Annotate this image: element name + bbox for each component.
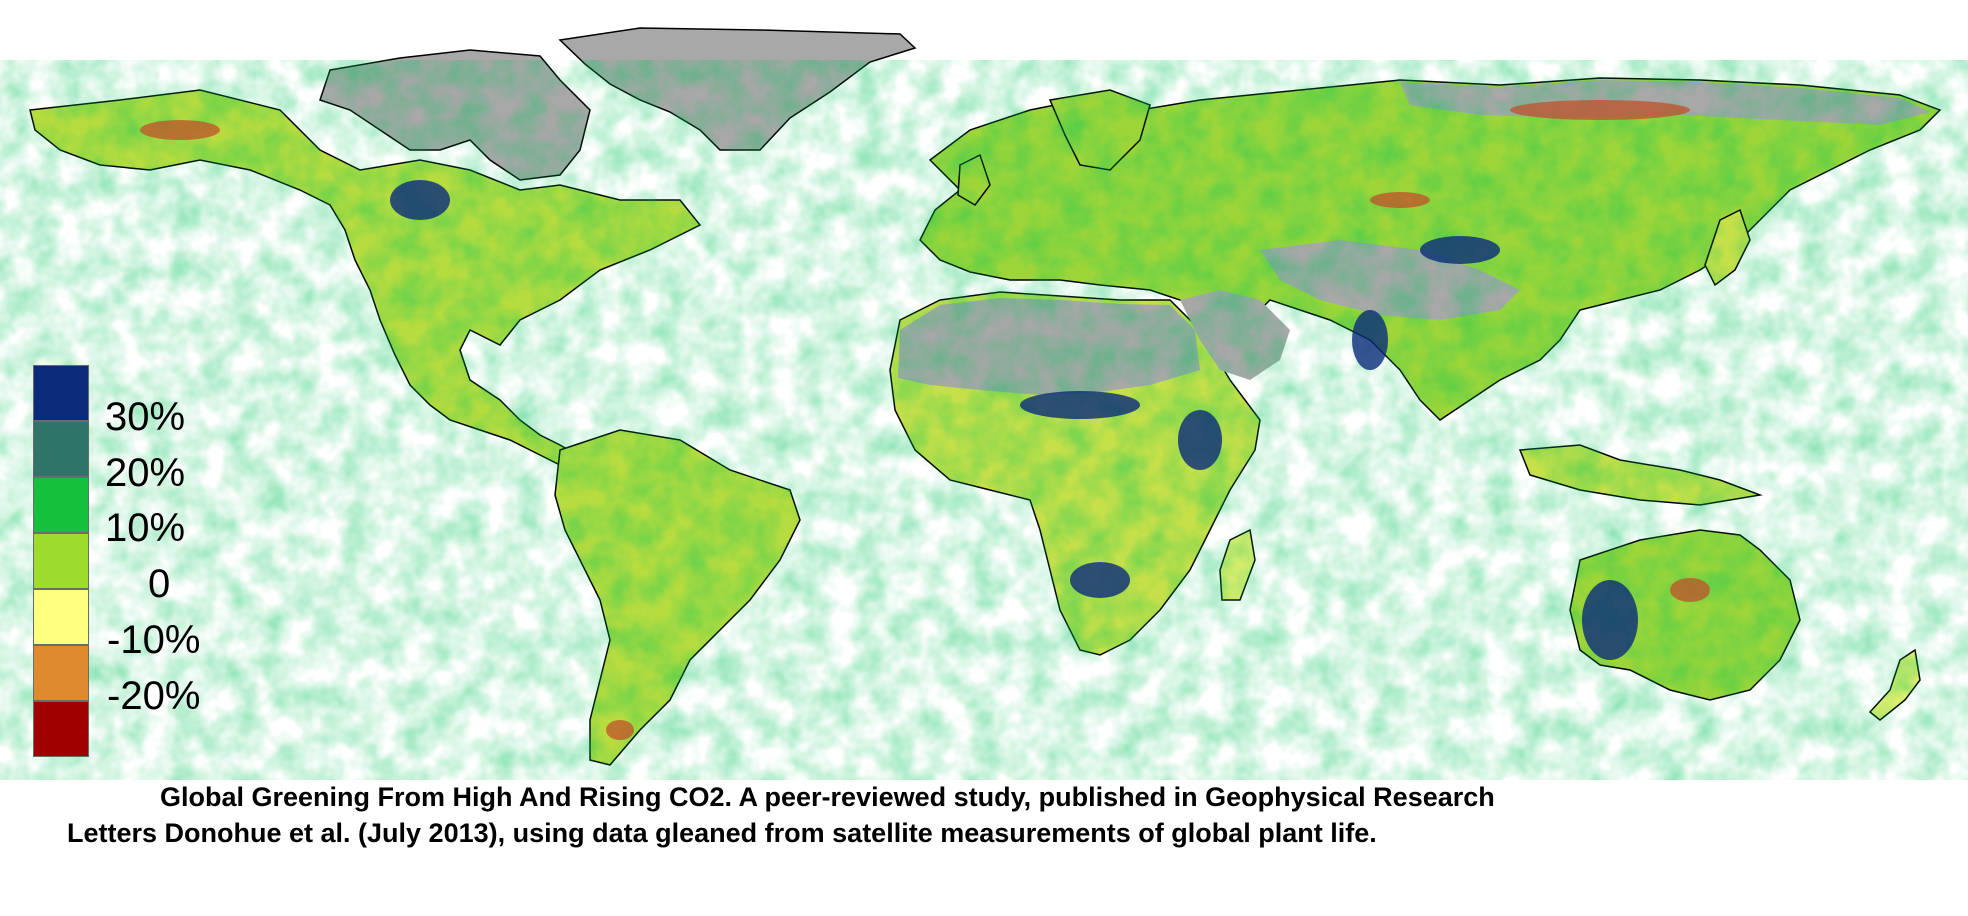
legend-swatch: [33, 421, 89, 477]
greening-hotspots: [390, 180, 1638, 660]
legend-tick-10: 10%: [105, 506, 186, 550]
legend-tick-minus-20: -20%: [107, 674, 201, 718]
legend-swatch: [33, 701, 89, 757]
caption-line-1: Global Greening From High And Rising CO2…: [160, 782, 1495, 812]
caption-line-2: Letters Donohue et al. (July 2013), usin…: [67, 818, 1377, 848]
legend-tick-minus-10: -10%: [107, 618, 201, 662]
legend-swatch: [33, 589, 89, 645]
legend-swatch: [33, 477, 89, 533]
legend-swatch: [33, 365, 89, 421]
legend-swatch: [33, 533, 89, 589]
legend-tick-20: 20%: [105, 451, 186, 495]
browning-patches: [140, 100, 1710, 740]
legend-tick-30: 30%: [105, 395, 186, 439]
world-greening-map: [0, 27, 1968, 780]
legend-swatch: [33, 645, 89, 701]
legend-tick-0: 0: [148, 562, 171, 606]
